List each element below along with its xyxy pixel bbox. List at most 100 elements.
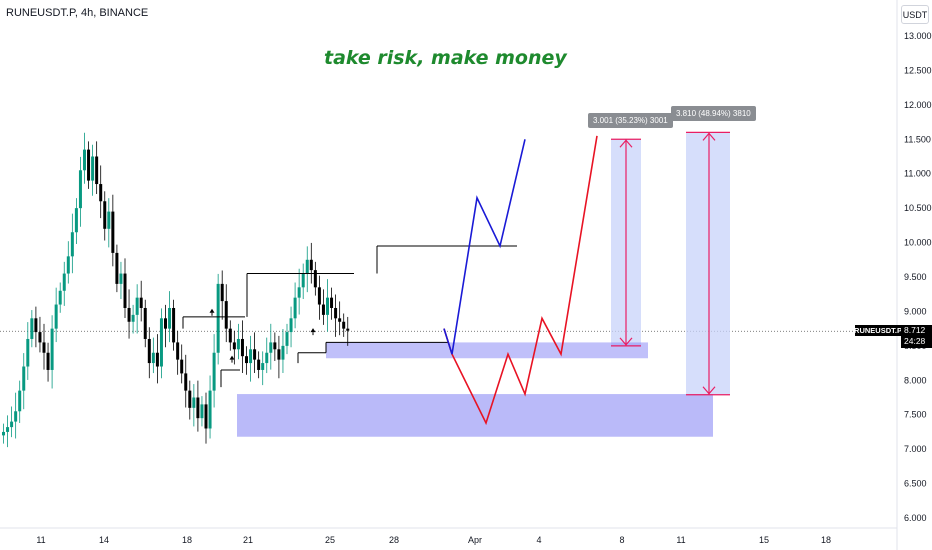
candle-body — [192, 397, 196, 408]
candle-body — [26, 338, 30, 367]
x-tick-label: Apr — [468, 535, 482, 545]
candle-body — [212, 352, 216, 391]
candle-body — [54, 304, 58, 329]
candle-body — [164, 318, 167, 329]
candle-body — [115, 252, 119, 284]
candle-body — [184, 373, 188, 391]
candle-body — [317, 287, 321, 305]
candle-body — [78, 170, 82, 209]
last-price-tag: 8.712 24:28 — [901, 325, 932, 348]
y-tick-label: 9.500 — [904, 272, 927, 282]
x-tick-label: 11 — [676, 535, 685, 545]
candle-body — [10, 421, 14, 428]
candle-body — [155, 352, 159, 367]
y-tick-label: 9.000 — [904, 306, 927, 316]
x-tick-label: 4 — [536, 535, 541, 545]
candle-body — [330, 297, 334, 308]
candle-body — [46, 352, 50, 370]
y-tick-label: 11.500 — [904, 134, 931, 144]
candle-body — [253, 349, 257, 360]
candle-body — [188, 390, 192, 408]
candle-body — [301, 273, 305, 288]
candle-body — [321, 304, 325, 315]
measure-arrow-head — [702, 132, 716, 141]
projection-path-blue — [443, 139, 526, 355]
symbol-price-tag: RUNEUSDT.P — [854, 325, 902, 336]
candle-body — [139, 297, 143, 308]
y-tick-label: 8.000 — [904, 375, 927, 385]
candle-body — [240, 338, 244, 357]
breakout-marker — [229, 355, 235, 360]
candle-body — [107, 211, 111, 229]
projection-path-red — [443, 135, 598, 426]
candle-body — [62, 273, 66, 291]
y-tick-label: 6.500 — [904, 479, 927, 489]
y-tick-label: 7.000 — [904, 444, 927, 454]
y-tick-label: 12.000 — [904, 100, 932, 110]
x-tick-label: 18 — [182, 535, 192, 545]
candle-body — [305, 259, 309, 274]
currency-button[interactable]: USDT — [901, 5, 929, 24]
candle-body — [293, 297, 297, 319]
candle-body — [257, 359, 261, 370]
x-tick-label: 28 — [389, 535, 399, 545]
x-tick-label: 11 — [36, 535, 45, 545]
y-tick-label: 13.000 — [904, 31, 932, 41]
measure-label-2: 3.810 (48.94%) 3810 — [671, 106, 756, 121]
candle-body — [127, 307, 131, 322]
candle-body — [123, 273, 127, 308]
candle-body — [180, 359, 184, 374]
candle-body — [135, 297, 139, 315]
y-tick-label: 6.000 — [904, 513, 927, 523]
candle-body — [236, 338, 240, 350]
breakout-marker — [209, 308, 215, 313]
candle-body — [30, 318, 34, 339]
candle-body — [66, 256, 70, 274]
candle-body — [87, 149, 91, 181]
candle-body — [6, 427, 10, 432]
candle-body — [216, 283, 220, 353]
candle-body — [261, 363, 265, 370]
candle-body — [297, 287, 301, 298]
candle-body — [208, 390, 212, 429]
candle-body — [289, 318, 293, 333]
candle-body — [18, 390, 22, 412]
x-tick-label: 15 — [759, 535, 769, 545]
candle-body — [159, 318, 163, 367]
candle-body — [42, 342, 46, 353]
candle-body — [74, 208, 78, 233]
candle-body — [83, 149, 86, 171]
chart-caption: take risk, make money — [324, 47, 567, 69]
candle-body — [70, 232, 74, 257]
candle-body — [338, 318, 342, 322]
y-tick-label: 7.500 — [904, 410, 927, 420]
candle-body — [172, 307, 176, 343]
candle-body — [168, 307, 172, 329]
candle-body — [91, 156, 95, 181]
candle-body — [245, 356, 248, 364]
candle-body — [281, 345, 285, 360]
candle-body — [14, 411, 18, 422]
candle-body — [285, 332, 289, 346]
candle-body — [204, 404, 208, 429]
candle-body — [2, 431, 5, 436]
candle-body — [131, 314, 135, 322]
candle-body — [151, 352, 155, 364]
y-tick-label: 10.500 — [904, 203, 932, 213]
last-price-value: 8.712 — [904, 325, 926, 335]
candle-body — [111, 211, 115, 253]
breakout-marker — [310, 328, 316, 333]
candle-body — [95, 156, 99, 185]
bar-countdown: 24:28 — [904, 336, 926, 346]
candle-body — [326, 297, 329, 315]
x-tick-label: 25 — [325, 535, 335, 545]
candle-body — [249, 349, 253, 364]
candle-body — [224, 301, 228, 329]
measure-label-1: 3.001 (35.23%) 3001 — [588, 113, 673, 128]
y-tick-label: 12.500 — [904, 65, 932, 75]
candle-body — [103, 201, 107, 229]
candle-body — [273, 342, 277, 350]
chart-title: RUNEUSDT.P, 4h, BINANCE — [6, 7, 149, 19]
candle-body — [309, 259, 313, 271]
